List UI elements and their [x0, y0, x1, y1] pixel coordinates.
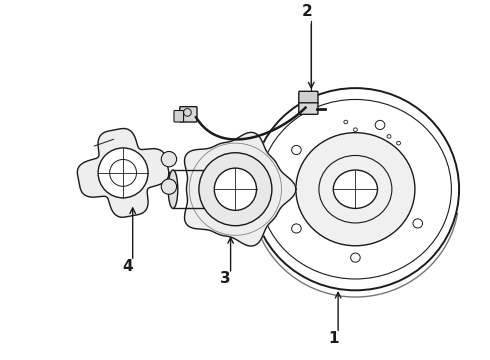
Text: 2: 2 — [302, 4, 313, 19]
Circle shape — [199, 153, 272, 226]
Text: 4: 4 — [122, 259, 133, 274]
Ellipse shape — [333, 170, 377, 208]
Text: 3: 3 — [220, 271, 231, 286]
Ellipse shape — [296, 133, 415, 246]
Polygon shape — [185, 132, 296, 246]
Ellipse shape — [387, 135, 391, 138]
Ellipse shape — [351, 253, 360, 262]
Polygon shape — [77, 129, 169, 217]
Circle shape — [98, 148, 148, 198]
Ellipse shape — [292, 224, 301, 233]
FancyBboxPatch shape — [299, 91, 318, 104]
Text: 1: 1 — [328, 331, 339, 346]
Ellipse shape — [375, 120, 385, 130]
Ellipse shape — [397, 141, 400, 145]
Ellipse shape — [292, 145, 301, 154]
Ellipse shape — [353, 128, 357, 131]
FancyBboxPatch shape — [299, 103, 318, 114]
Circle shape — [161, 152, 176, 167]
Circle shape — [214, 168, 257, 210]
Ellipse shape — [168, 170, 178, 208]
Circle shape — [161, 179, 176, 194]
FancyBboxPatch shape — [180, 107, 197, 122]
Ellipse shape — [344, 120, 348, 124]
Ellipse shape — [413, 219, 422, 228]
FancyBboxPatch shape — [174, 111, 184, 122]
